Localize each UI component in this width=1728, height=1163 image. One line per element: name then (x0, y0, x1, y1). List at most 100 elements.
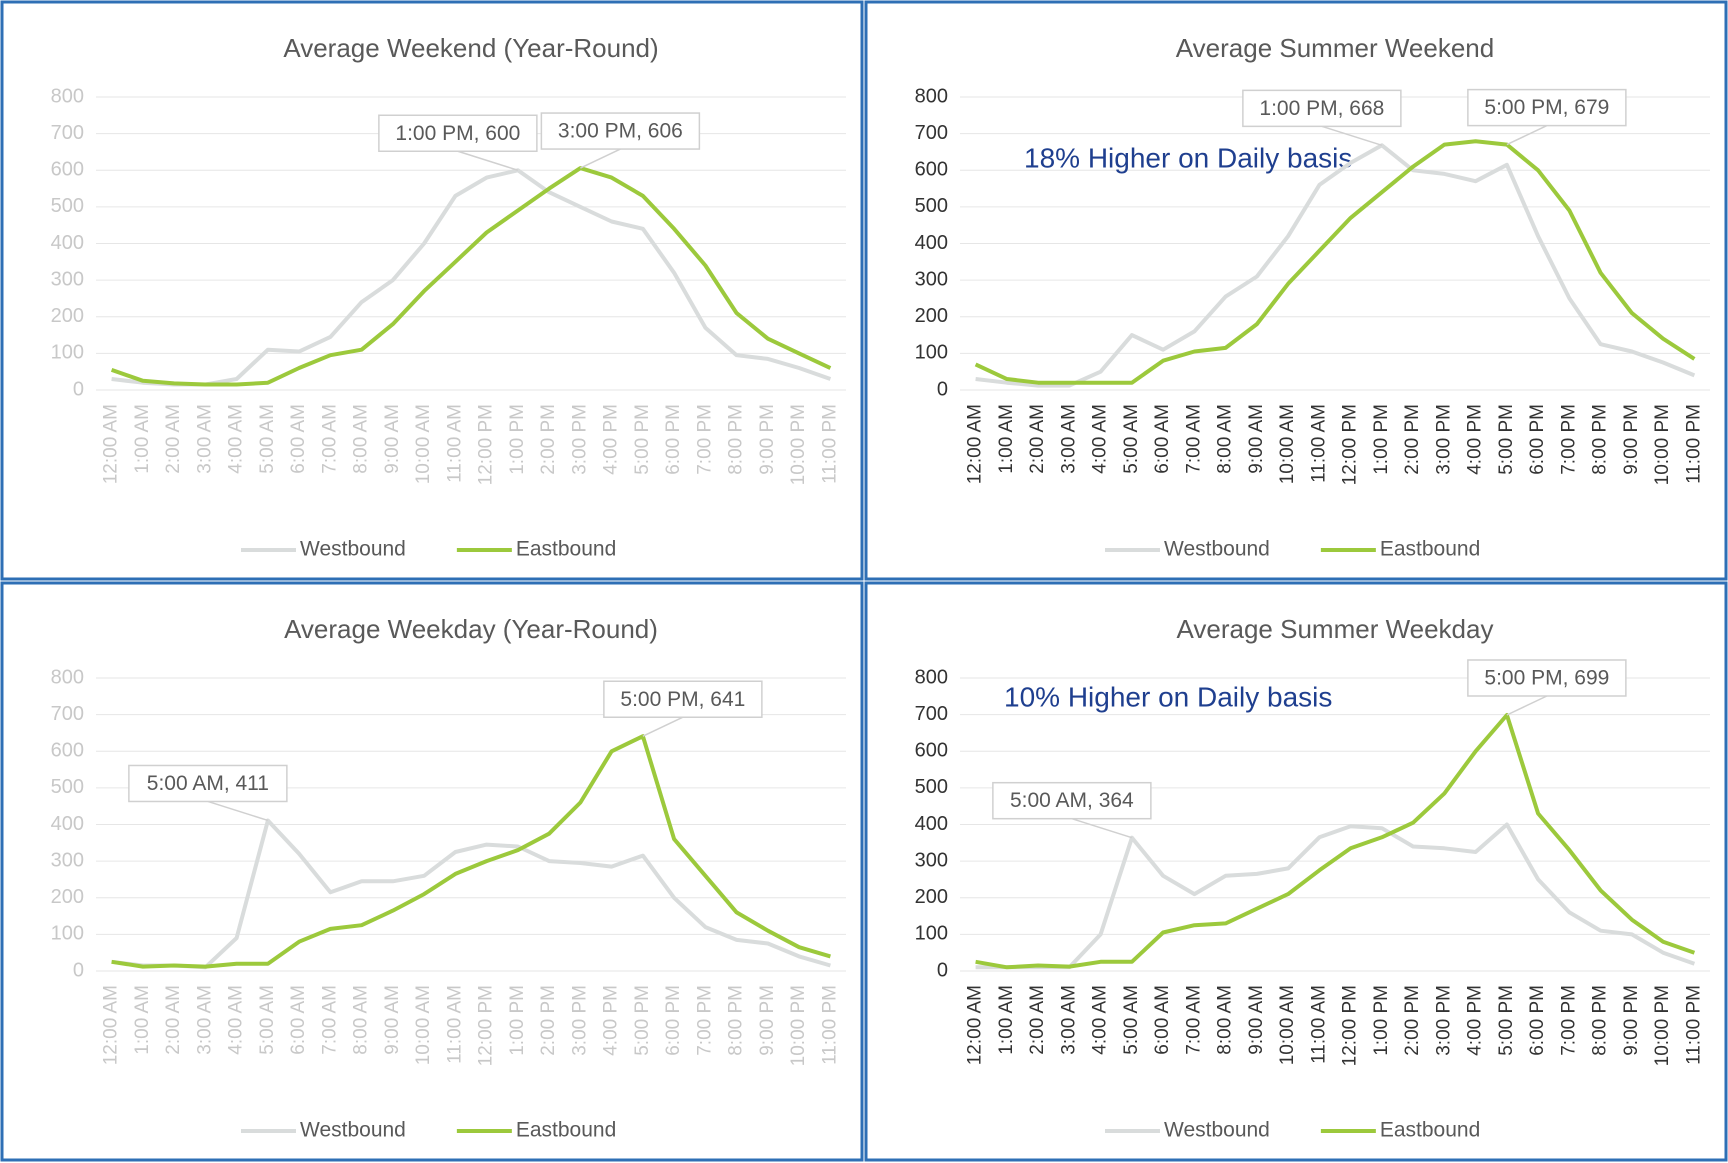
x-tick-label: 8:00 PM (726, 404, 747, 475)
panel-border (864, 581, 1728, 1162)
y-tick-label: 400 (51, 813, 84, 835)
y-tick-label: 300 (51, 849, 84, 871)
x-tick-label: 8:00 PM (1590, 404, 1611, 475)
x-tick-label: 9:00 PM (757, 404, 778, 475)
x-tick-label: 4:00 PM (1465, 985, 1486, 1056)
callout-leader (642, 716, 684, 737)
data-label: 5:00 PM, 641 (620, 688, 745, 711)
x-tick-label: 3:00 AM (194, 404, 215, 474)
x-tick-label: 5:00 AM (1121, 985, 1142, 1055)
callout-box (128, 764, 288, 803)
x-tick-label: 11:00 AM (444, 985, 465, 1064)
y-tick-label: 600 (51, 159, 84, 181)
series-line (111, 818, 831, 970)
legend-label: Eastbound (516, 1119, 616, 1142)
x-tick-label: 5:00 AM (257, 404, 278, 474)
y-tick-label: 800 (51, 666, 84, 688)
x-tick-label: 5:00 PM (1496, 404, 1517, 475)
y-tick-label: 200 (915, 305, 948, 327)
data-label: 5:00 AM, 364 (1010, 789, 1134, 812)
x-tick-label: 7:00 PM (1558, 404, 1579, 475)
callout-leader (1321, 125, 1383, 147)
x-tick-label: 2:00 AM (163, 985, 184, 1055)
x-tick-label: 1:00 AM (132, 985, 153, 1055)
x-tick-label: 1:00 AM (996, 404, 1017, 474)
x-tick-label: 8:00 PM (726, 985, 747, 1056)
y-tick-label: 400 (915, 232, 948, 254)
x-tick-label: 11:00 PM (1683, 985, 1704, 1065)
x-tick-label: 7:00 PM (694, 404, 715, 475)
x-tick-label: 5:00 PM (1496, 985, 1517, 1056)
x-tick-label: 6:00 PM (663, 985, 684, 1056)
x-tick-label: 12:00 PM (1340, 404, 1361, 485)
x-tick-label: 7:00 AM (1183, 404, 1204, 474)
x-tick-label: 10:00 PM (788, 985, 809, 1066)
y-tick-label: 800 (51, 85, 84, 107)
x-tick-label: 7:00 AM (319, 404, 340, 474)
x-tick-label: 9:00 AM (1246, 404, 1267, 474)
x-tick-label: 2:00 PM (1402, 985, 1423, 1056)
annotation: 10% Higher on Daily basis (1004, 681, 1332, 712)
x-tick-label: 3:00 AM (1058, 404, 1079, 474)
y-tick-label: 700 (915, 122, 948, 144)
x-tick-label: 6:00 AM (288, 404, 309, 474)
x-tick-label: 10:00 AM (413, 404, 434, 484)
y-tick-label: 500 (915, 195, 948, 217)
y-tick-label: 100 (915, 342, 948, 364)
data-label: 3:00 PM, 606 (558, 120, 683, 143)
legend-label: Westbound (300, 538, 406, 561)
y-tick-label: 100 (51, 923, 84, 945)
callout-box (992, 781, 1152, 820)
y-tick-label: 300 (51, 268, 84, 290)
y-tick-label: 600 (915, 740, 948, 762)
x-tick-label: 10:00 AM (1277, 404, 1298, 484)
y-tick-label: 700 (51, 703, 84, 725)
callout-leader (580, 148, 621, 169)
x-tick-label: 3:00 AM (194, 985, 215, 1055)
x-tick-label: 2:00 AM (163, 404, 184, 474)
x-tick-label: 2:00 AM (1027, 404, 1048, 474)
callout-leader (1506, 695, 1548, 716)
callout-box (1467, 659, 1627, 697)
y-tick-label: 200 (51, 886, 84, 908)
legend-label: Eastbound (1380, 1119, 1480, 1142)
y-tick-label: 500 (915, 776, 948, 798)
x-tick-label: 7:00 PM (1558, 985, 1579, 1056)
x-tick-label: 10:00 AM (413, 985, 434, 1065)
x-tick-label: 10:00 PM (1652, 404, 1673, 485)
y-tick-label: 800 (915, 666, 948, 688)
x-tick-label: 12:00 PM (1340, 985, 1361, 1066)
x-tick-label: 3:00 PM (1433, 985, 1454, 1056)
x-tick-label: 10:00 PM (1652, 985, 1673, 1066)
chart-title: Average Summer Weekday (1177, 614, 1494, 644)
x-tick-label: 12:00 AM (965, 404, 986, 484)
chart-panel: Average Weekday (Year-Round) 0 100 200 300 40… (0, 581, 864, 1162)
y-tick-label: 800 (915, 85, 948, 107)
legend-label: Westbound (1164, 1119, 1270, 1142)
callout-box (540, 112, 701, 150)
x-tick-label: 8:00 AM (351, 985, 372, 1055)
x-tick-label: 6:00 PM (1527, 985, 1548, 1056)
x-tick-label: 4:00 AM (226, 985, 247, 1055)
x-tick-label: 8:00 AM (1215, 404, 1236, 474)
y-tick-label: 300 (915, 268, 948, 290)
y-tick-label: 100 (51, 342, 84, 364)
y-tick-label: 700 (915, 703, 948, 725)
y-tick-label: 500 (51, 195, 84, 217)
x-tick-label: 12:00 AM (965, 985, 986, 1065)
data-label: 5:00 PM, 679 (1484, 96, 1609, 119)
x-tick-label: 9:00 PM (1621, 985, 1642, 1056)
x-tick-label: 11:00 AM (444, 404, 465, 483)
callout-box (1467, 88, 1627, 127)
x-tick-label: 11:00 PM (819, 985, 840, 1065)
x-tick-label: 4:00 PM (601, 404, 622, 475)
y-tick-label: 0 (73, 378, 84, 400)
series-line (111, 168, 832, 387)
x-tick-label: 4:00 AM (1090, 404, 1111, 474)
x-tick-label: 3:00 PM (1433, 404, 1454, 475)
x-tick-label: 3:00 AM (1058, 985, 1079, 1055)
x-tick-label: 6:00 AM (288, 985, 309, 1055)
y-tick-label: 0 (73, 959, 84, 981)
x-tick-label: 11:00 AM (1308, 404, 1329, 483)
chart-title: Average Weekday (Year-Round) (284, 614, 658, 644)
